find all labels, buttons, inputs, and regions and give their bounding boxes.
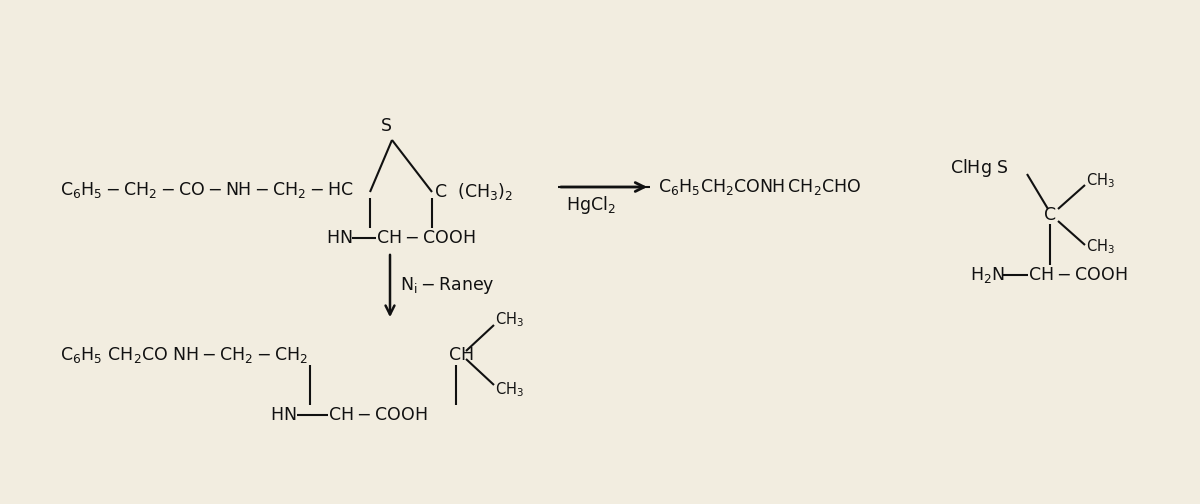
Text: $\mathrm{H_2N}$: $\mathrm{H_2N}$ bbox=[970, 265, 1004, 285]
Text: $\mathrm{CH_3}$: $\mathrm{CH_3}$ bbox=[496, 381, 524, 399]
Text: $\mathrm{CH-COOH}$: $\mathrm{CH-COOH}$ bbox=[328, 406, 427, 424]
Text: $\mathrm{HN}$: $\mathrm{HN}$ bbox=[326, 229, 353, 247]
Text: $\mathrm{C_6H_5CH_2CONH\,CH_2CHO}$: $\mathrm{C_6H_5CH_2CONH\,CH_2CHO}$ bbox=[658, 177, 862, 197]
Text: $\mathrm{N_i-Raney}$: $\mathrm{N_i-Raney}$ bbox=[400, 276, 494, 296]
Text: $\mathrm{C_6H_5\ CH_2CO\ NH-CH_2-CH_2}$: $\mathrm{C_6H_5\ CH_2CO\ NH-CH_2-CH_2}$ bbox=[60, 345, 308, 365]
Text: S: S bbox=[380, 117, 391, 135]
Text: $\mathrm{C_6H_5-CH_2-CO-NH-CH_2-HC}$: $\mathrm{C_6H_5-CH_2-CO-NH-CH_2-HC}$ bbox=[60, 180, 353, 200]
Text: $\mathrm{C}$: $\mathrm{C}$ bbox=[1044, 206, 1056, 224]
Text: $\mathrm{HN}$: $\mathrm{HN}$ bbox=[270, 406, 296, 424]
Text: $\mathrm{C\ \ (CH_3)_2}$: $\mathrm{C\ \ (CH_3)_2}$ bbox=[434, 181, 514, 203]
Text: $\mathrm{CH-COOH}$: $\mathrm{CH-COOH}$ bbox=[376, 229, 475, 247]
Text: $\mathrm{CH_3}$: $\mathrm{CH_3}$ bbox=[1086, 238, 1115, 257]
Text: $\mathrm{CH-COOH}$: $\mathrm{CH-COOH}$ bbox=[1028, 266, 1127, 284]
Text: $\mathrm{CH_3}$: $\mathrm{CH_3}$ bbox=[496, 310, 524, 329]
Text: $\mathrm{CH_3}$: $\mathrm{CH_3}$ bbox=[1086, 172, 1115, 191]
Text: $\mathrm{CH}$: $\mathrm{CH}$ bbox=[448, 346, 474, 364]
Text: $\mathrm{HgCl_2}$: $\mathrm{HgCl_2}$ bbox=[566, 194, 616, 216]
Text: $\mathrm{ClHg\ S}$: $\mathrm{ClHg\ S}$ bbox=[950, 157, 1009, 179]
